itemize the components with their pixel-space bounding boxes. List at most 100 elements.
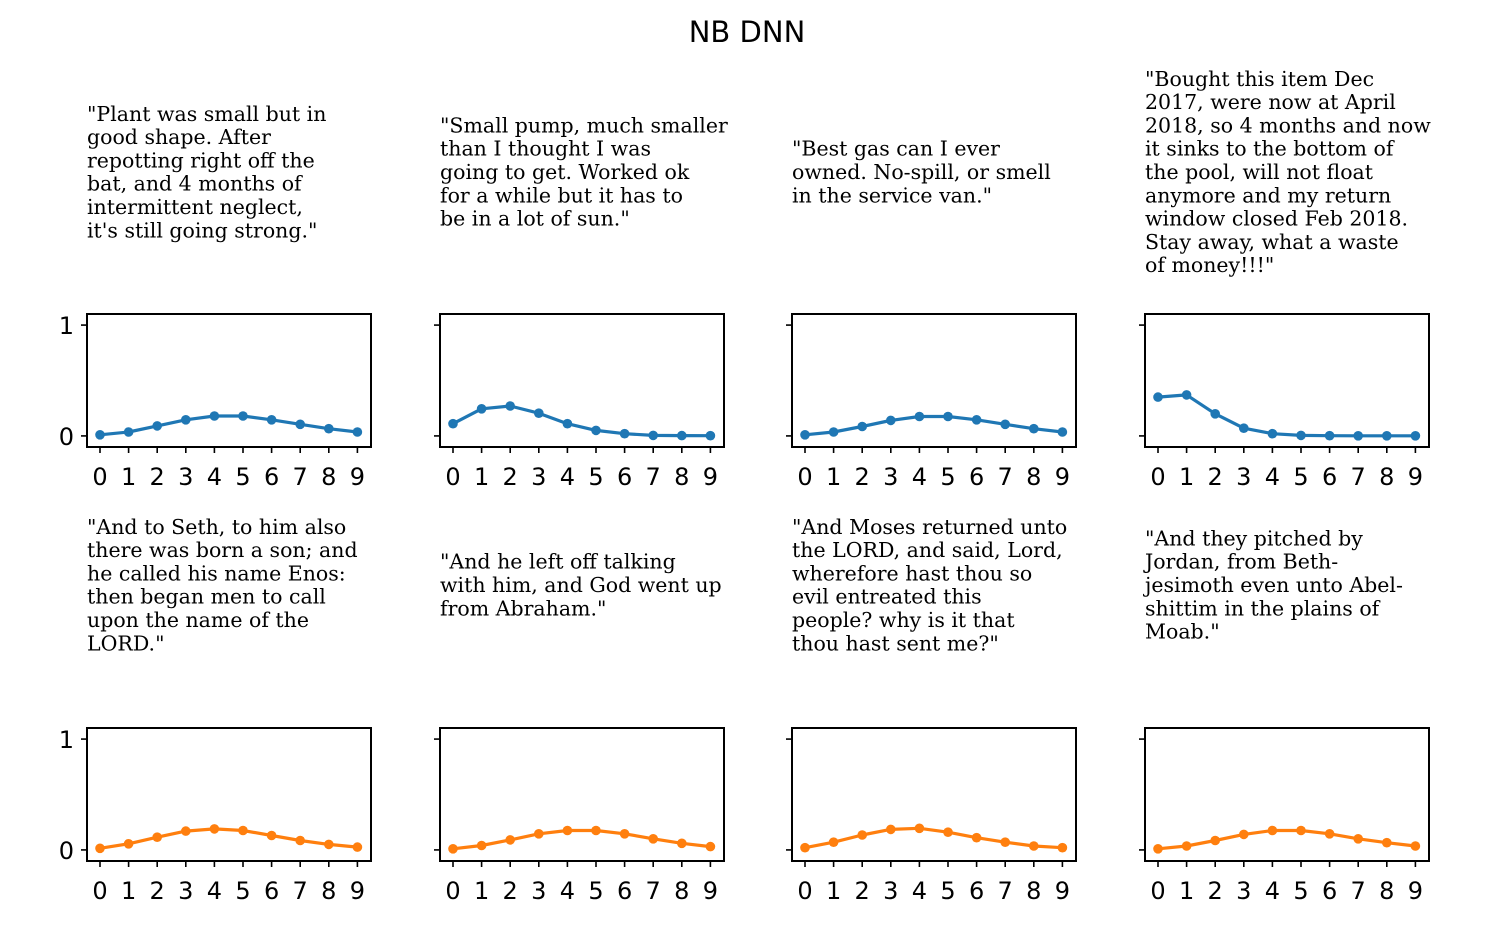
x-tick-label: 2 <box>1208 463 1223 491</box>
x-tick-label: 0 <box>92 877 107 905</box>
data-point <box>1410 431 1421 441</box>
data-point <box>562 825 573 836</box>
x-tick-label: 0 <box>1150 877 1165 905</box>
x-tick-label: 5 <box>588 877 603 905</box>
x-tick-label: 6 <box>969 877 984 905</box>
y-tick-label: 1 <box>59 312 74 340</box>
series-line <box>99 827 358 850</box>
data-point <box>886 415 896 426</box>
caption-line: bat, and 4 months of <box>87 172 303 196</box>
series-line <box>452 828 711 851</box>
x-tick-label: 4 <box>912 877 927 905</box>
caption-line: he called his name Enos: <box>87 561 346 585</box>
chart-panel-2: "Small pump, much smaller than I thought … <box>434 113 728 491</box>
data-point <box>181 826 191 836</box>
x-tick-label: 5 <box>1293 877 1308 905</box>
x-tick-label: 4 <box>1265 877 1280 905</box>
data-point <box>1267 825 1278 836</box>
chart-panel-1: "Plant was small but in good shape. After… <box>59 102 372 491</box>
data-point <box>152 421 162 431</box>
data-point <box>1324 829 1335 839</box>
x-tick-label: 2 <box>855 877 870 905</box>
x-tick-label: 9 <box>1055 463 1070 491</box>
data-point <box>677 838 687 849</box>
data-point <box>619 829 630 839</box>
data-point <box>534 829 544 839</box>
data-point <box>266 830 277 841</box>
x-tick-label: 5 <box>940 877 955 905</box>
caption-line: in the service van." <box>792 183 992 207</box>
data-point <box>1210 835 1220 846</box>
caption-line: "And Moses returned unto <box>792 515 1067 539</box>
caption-line: evil entreated this <box>792 585 982 609</box>
caption-line: than I thought I was <box>440 137 651 161</box>
caption-line: 2018, so 4 months and now <box>1145 113 1431 137</box>
data-point <box>1296 825 1306 836</box>
data-point <box>123 427 134 437</box>
y-tick-label: 1 <box>59 726 74 754</box>
data-point <box>95 430 105 440</box>
caption-line: it sinks to the bottom of <box>1145 137 1395 161</box>
data-point <box>1057 842 1068 853</box>
x-tick-label: 8 <box>1026 877 1041 905</box>
x-tick-label: 0 <box>1150 463 1165 491</box>
data-point <box>648 430 658 441</box>
x-tick-label: 7 <box>998 463 1013 491</box>
x-tick-label: 3 <box>1236 877 1251 905</box>
x-tick-label: 8 <box>674 463 689 491</box>
data-point <box>352 842 363 852</box>
panels: "Plant was small but in good shape. After… <box>59 67 1431 905</box>
caption-line: anymore and my return <box>1145 183 1391 207</box>
data-point <box>1181 390 1192 400</box>
caption-line: people? why is it that <box>792 608 1015 632</box>
data-point <box>95 843 105 854</box>
panel-caption: "And Moses returned unto the LORD, and sa… <box>792 515 1067 656</box>
caption-line: owned. No-spill, or smell <box>792 160 1051 184</box>
data-point <box>295 419 306 430</box>
chart-panel-4: "Bought this item Dec 2017, were now at A… <box>1139 67 1431 491</box>
x-tick-label: 3 <box>883 463 898 491</box>
data-point <box>914 411 925 422</box>
x-tick-label: 9 <box>1055 877 1070 905</box>
x-tick-label: 1 <box>1179 463 1194 491</box>
axes-frame <box>86 727 372 862</box>
panel-caption: "Best gas can I ever owned. No-spill, or … <box>792 137 1051 208</box>
caption-line: repotting right off the <box>87 148 315 172</box>
x-tick-label: 2 <box>503 463 518 491</box>
caption-line: with him, and God went up <box>440 573 722 597</box>
x-tick-label: 7 <box>293 877 308 905</box>
data-point <box>705 841 716 852</box>
data-point <box>828 427 839 437</box>
x-tick-label: 4 <box>912 463 927 491</box>
caption-line: good shape. After <box>87 125 271 149</box>
x-tick-label: 0 <box>797 877 812 905</box>
figure-title: NB DNN <box>689 15 806 49</box>
x-tick-label: 7 <box>293 463 308 491</box>
x-tick-label: 8 <box>1379 463 1394 491</box>
x-tick-label: 8 <box>321 463 336 491</box>
data-point <box>1324 430 1335 441</box>
chart-panel-3: "Best gas can I ever owned. No-spill, or … <box>786 137 1077 491</box>
x-tick-label: 7 <box>646 463 661 491</box>
panel-caption: "And he left off talking with him, and Go… <box>440 550 722 621</box>
panel-caption: "Small pump, much smaller than I thought … <box>440 113 728 230</box>
caption-line: the LORD, and said, Lord, <box>792 538 1063 562</box>
series-line <box>99 414 358 437</box>
x-tick-label: 9 <box>1408 877 1423 905</box>
panel-caption: "Bought this item Dec 2017, were now at A… <box>1145 67 1431 277</box>
x-tick-label: 1 <box>826 877 841 905</box>
axes-frame <box>439 313 725 448</box>
data-point <box>448 418 458 429</box>
data-point <box>476 404 487 414</box>
x-tick-label: 7 <box>1351 877 1366 905</box>
caption-line: upon the name of the <box>87 608 309 632</box>
data-point <box>943 411 953 422</box>
caption-line: the pool, will not float <box>1145 160 1374 184</box>
x-tick-label: 4 <box>560 463 575 491</box>
x-tick-label: 0 <box>445 463 460 491</box>
axes-frame <box>791 313 1077 448</box>
caption-line: "Small pump, much smaller <box>440 113 728 137</box>
caption-line: Stay away, what a waste <box>1145 230 1399 254</box>
caption-line: "Bought this item Dec <box>1145 67 1374 91</box>
caption-line: for a while but it has to <box>440 183 683 207</box>
